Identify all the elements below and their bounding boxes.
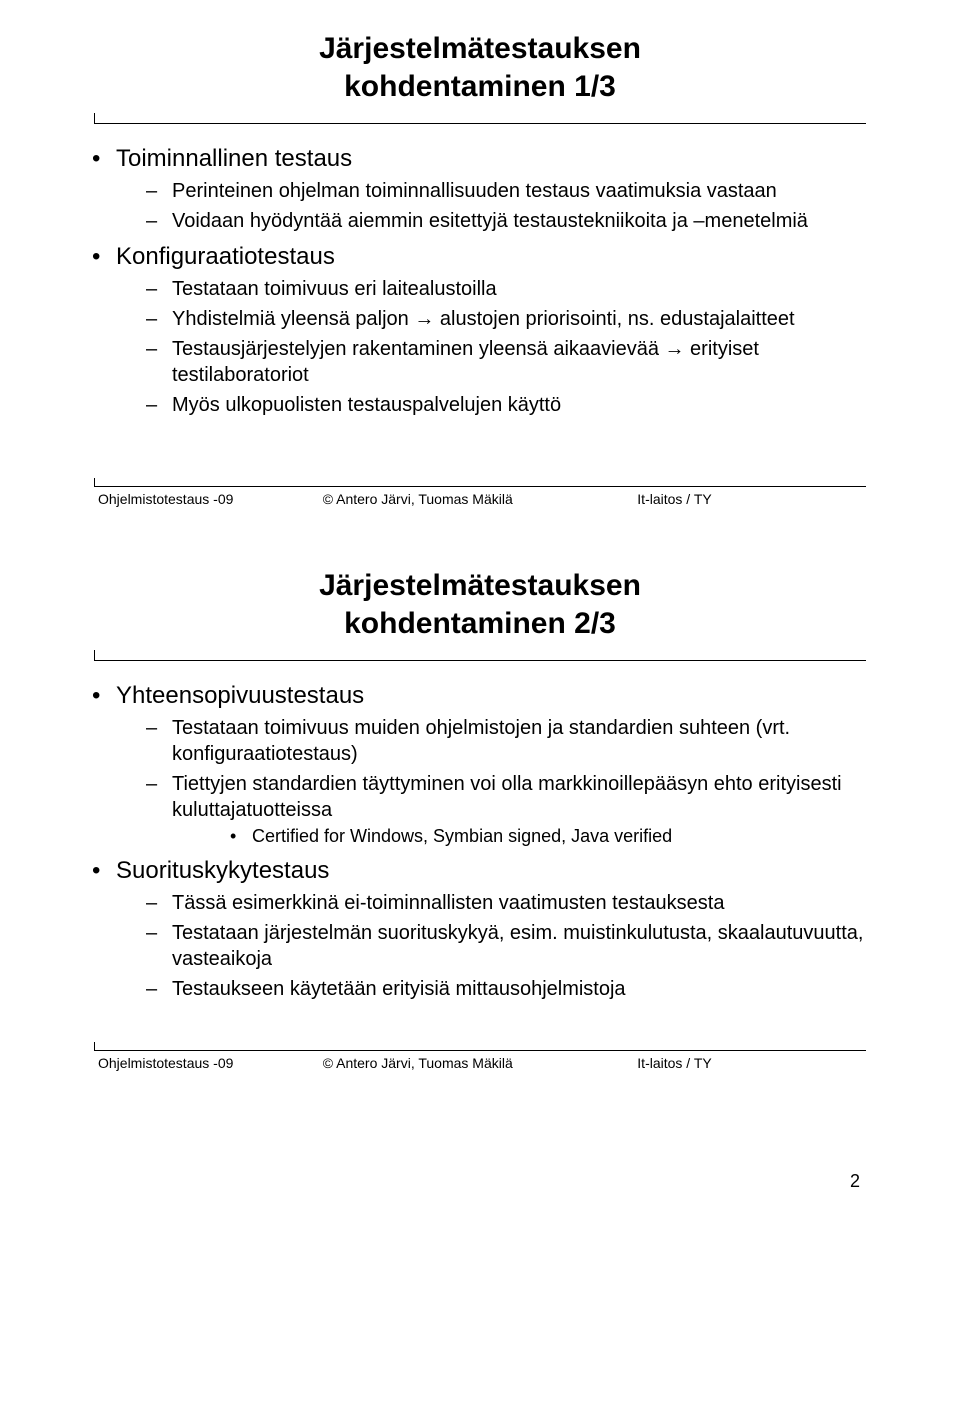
slide-title: Järjestelmätestauksen kohdentaminen 2/3 — [80, 567, 880, 642]
footer-right: It-laitos / TY — [637, 1055, 862, 1071]
footer-right: It-laitos / TY — [637, 491, 862, 507]
bullet-text: Toiminnallinen testaus — [116, 145, 352, 172]
title-underline — [94, 650, 866, 661]
bullet-level1: Yhteensopivuustestaus Testataan toimivuu… — [80, 681, 880, 848]
bullet-text: Testaukseen käytetään erityisiä mittauso… — [172, 978, 626, 1000]
bullet-list: Toiminnallinen testaus Perinteinen ohjel… — [80, 144, 880, 418]
bullet-level1: Konfiguraatiotestaus Testataan toimivuus… — [80, 242, 880, 418]
bullet-list: Yhteensopivuustestaus Testataan toimivuu… — [80, 681, 880, 1002]
title-line-2: kohdentaminen 2/3 — [344, 607, 616, 640]
bullet-level2: Tässä esimerkkinä ei-toiminnallisten vaa… — [116, 890, 880, 916]
title-line-2: kohdentaminen 1/3 — [344, 70, 616, 103]
bullet-text: Testataan toimivuus eri laitealustoilla — [172, 278, 497, 300]
bullet-text: Voidaan hyödyntää aiemmin esitettyjä tes… — [172, 210, 808, 232]
bullet-level2: Testataan toimivuus muiden ohjelmistojen… — [116, 715, 880, 767]
title-underline — [94, 113, 866, 124]
bullet-level2: Yhdistelmiä yleensä paljon → alustojen p… — [116, 306, 880, 332]
bullet-text: Perinteinen ohjelman toiminnallisuuden t… — [172, 180, 777, 202]
slide-footer: Ohjelmistotestaus -09 © Antero Järvi, Tu… — [80, 478, 880, 507]
bullet-text: Myös ulkopuolisten testauspalvelujen käy… — [172, 394, 561, 416]
bullet-level3: Certified for Windows, Symbian signed, J… — [172, 825, 880, 848]
footer-left: Ohjelmistotestaus -09 — [98, 1055, 323, 1071]
bullet-level2: Voidaan hyödyntää aiemmin esitettyjä tes… — [116, 208, 880, 234]
bullet-level2: Testaukseen käytetään erityisiä mittauso… — [116, 976, 880, 1002]
slide-footer: Ohjelmistotestaus -09 © Antero Järvi, Tu… — [80, 1042, 880, 1071]
bullet-level1: Toiminnallinen testaus Perinteinen ohjel… — [80, 144, 880, 234]
bullet-text: Testataan toimivuus muiden ohjelmistojen… — [172, 717, 790, 765]
bullet-level2: Myös ulkopuolisten testauspalvelujen käy… — [116, 392, 880, 418]
bullet-level2: Testausjärjestelyjen rakentaminen yleens… — [116, 336, 880, 388]
footer-left: Ohjelmistotestaus -09 — [98, 491, 323, 507]
footer-underline — [94, 478, 866, 487]
bullet-text: Testataan järjestelmän suorituskykyä, es… — [172, 922, 863, 970]
bullet-level2: Perinteinen ohjelman toiminnallisuuden t… — [116, 178, 880, 204]
slide-2: Järjestelmätestauksen kohdentaminen 2/3 … — [80, 567, 880, 1071]
bullet-text: Tässä esimerkkinä ei-toiminnallisten vaa… — [172, 892, 724, 914]
bullet-text: Certified for Windows, Symbian signed, J… — [252, 826, 672, 846]
bullet-level2: Testataan toimivuus eri laitealustoilla — [116, 276, 880, 302]
footer-mid: © Antero Järvi, Tuomas Mäkilä — [323, 491, 638, 507]
bullet-text: Testausjärjestelyjen rakentaminen yleens… — [172, 338, 759, 386]
title-line-1: Järjestelmätestauksen — [319, 32, 641, 65]
title-line-1: Järjestelmätestauksen — [319, 569, 641, 602]
bullet-text: Tiettyjen standardien täyttyminen voi ol… — [172, 773, 842, 821]
bullet-level1: Suorituskykytestaus Tässä esimerkkinä ei… — [80, 856, 880, 1002]
bullet-level2: Tiettyjen standardien täyttyminen voi ol… — [116, 771, 880, 848]
bullet-text: Yhteensopivuustestaus — [116, 682, 364, 709]
bullet-text: Suorituskykytestaus — [116, 857, 329, 884]
bullet-level2: Testataan järjestelmän suorituskykyä, es… — [116, 920, 880, 972]
footer-underline — [94, 1042, 866, 1051]
bullet-text: Konfiguraatiotestaus — [116, 243, 335, 270]
footer-mid: © Antero Järvi, Tuomas Mäkilä — [323, 1055, 638, 1071]
slide-title: Järjestelmätestauksen kohdentaminen 1/3 — [80, 30, 880, 105]
slide-1: Järjestelmätestauksen kohdentaminen 1/3 … — [80, 30, 880, 507]
page-number: 2 — [80, 1131, 880, 1202]
bullet-text: Yhdistelmiä yleensä paljon → alustojen p… — [172, 308, 795, 330]
